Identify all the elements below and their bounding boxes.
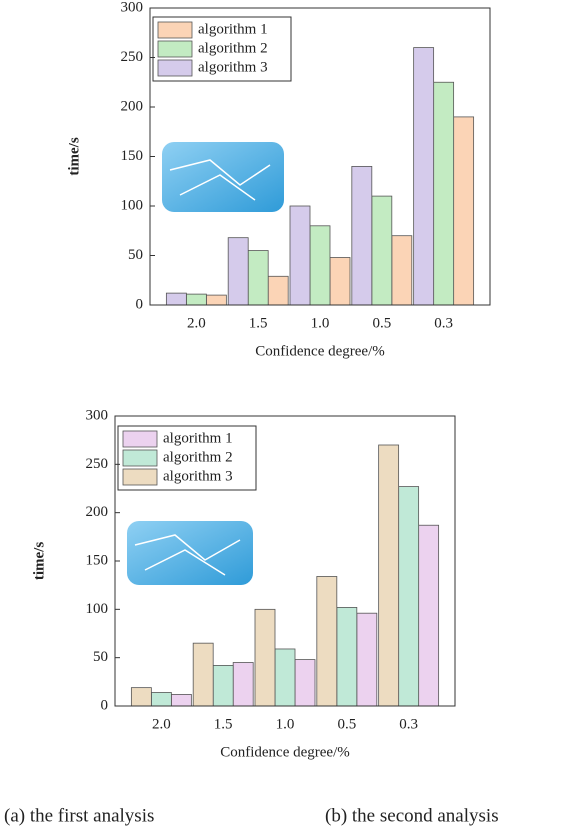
y-tick-label: 250: [86, 456, 109, 472]
bar: [254, 608, 276, 707]
caption: (b) the second analysis: [325, 805, 499, 826]
legend-label: algorithm 1: [198, 21, 268, 37]
y-tick-label: 100: [121, 197, 144, 213]
y-tick-label: 150: [121, 148, 144, 164]
x-axis-label: Confidence degree/%: [220, 744, 350, 760]
x-tick-label: 2.0: [152, 716, 171, 732]
legend-swatch: [157, 40, 193, 58]
bar: [205, 294, 227, 306]
y-tick-label: 50: [128, 247, 143, 263]
legend-swatch: [122, 449, 158, 467]
legend-label: algorithm 2: [198, 40, 268, 56]
y-tick-label: 200: [121, 98, 144, 114]
x-tick-label: 0.3: [434, 315, 453, 331]
bar: [378, 444, 400, 707]
legend-box: [152, 16, 292, 82]
x-tick-label: 1.5: [214, 716, 233, 732]
bar: [192, 642, 214, 707]
y-tick-label: 300: [121, 0, 144, 15]
bar: [371, 195, 393, 306]
bar: [316, 576, 338, 707]
bar: [398, 486, 420, 707]
caption: (a) the first analysis: [4, 805, 154, 826]
bar: [130, 687, 152, 707]
y-tick-label: 0: [136, 296, 144, 312]
bar: [274, 648, 296, 707]
y-tick-label: 200: [86, 504, 109, 520]
x-tick-label: 2.0: [187, 315, 206, 331]
y-axis-label: time/s: [31, 542, 47, 580]
bar: [351, 165, 373, 306]
legend-swatch: [157, 21, 193, 39]
bar: [165, 292, 187, 306]
illustration: [127, 142, 284, 585]
y-tick-label: 100: [86, 601, 109, 617]
bar: [433, 81, 455, 306]
x-axis-label: Confidence degree/%: [255, 343, 385, 359]
bar: [232, 662, 254, 707]
bar: [212, 665, 234, 707]
legend-box: [117, 425, 257, 491]
bar: [170, 694, 192, 707]
bar: [453, 116, 475, 306]
legend-swatch: [157, 59, 193, 77]
x-tick-label: 1.0: [276, 716, 295, 732]
legend-label: algorithm 2: [163, 449, 233, 465]
y-axis-label: time/s: [66, 137, 82, 175]
bar: [413, 47, 435, 306]
y-tick-label: 150: [86, 552, 109, 568]
legend-label: algorithm 3: [198, 59, 268, 75]
bar: [418, 524, 440, 707]
bar: [336, 607, 358, 707]
x-tick-label: 1.5: [249, 315, 268, 331]
legend-swatch: [122, 468, 158, 486]
bar: [289, 205, 311, 306]
bar: [227, 237, 249, 306]
bar: [150, 692, 172, 707]
legend-label: algorithm 1: [163, 430, 233, 446]
bar: [247, 250, 269, 306]
x-tick-label: 0.5: [337, 716, 356, 732]
y-tick-label: 50: [93, 649, 108, 665]
x-tick-label: 1.0: [311, 315, 330, 331]
bar: [294, 659, 316, 707]
x-tick-label: 0.3: [399, 716, 418, 732]
y-tick-label: 250: [121, 49, 144, 65]
y-tick-label: 300: [86, 407, 109, 423]
legend-swatch: [122, 430, 158, 448]
bar: [391, 235, 413, 306]
bar: [309, 225, 331, 306]
bar: [267, 275, 289, 306]
x-tick-label: 0.5: [372, 315, 391, 331]
y-tick-label: 0: [101, 697, 109, 713]
bar: [185, 293, 207, 306]
bar: [356, 612, 378, 707]
bar: [329, 257, 351, 306]
legend-label: algorithm 3: [163, 468, 233, 484]
